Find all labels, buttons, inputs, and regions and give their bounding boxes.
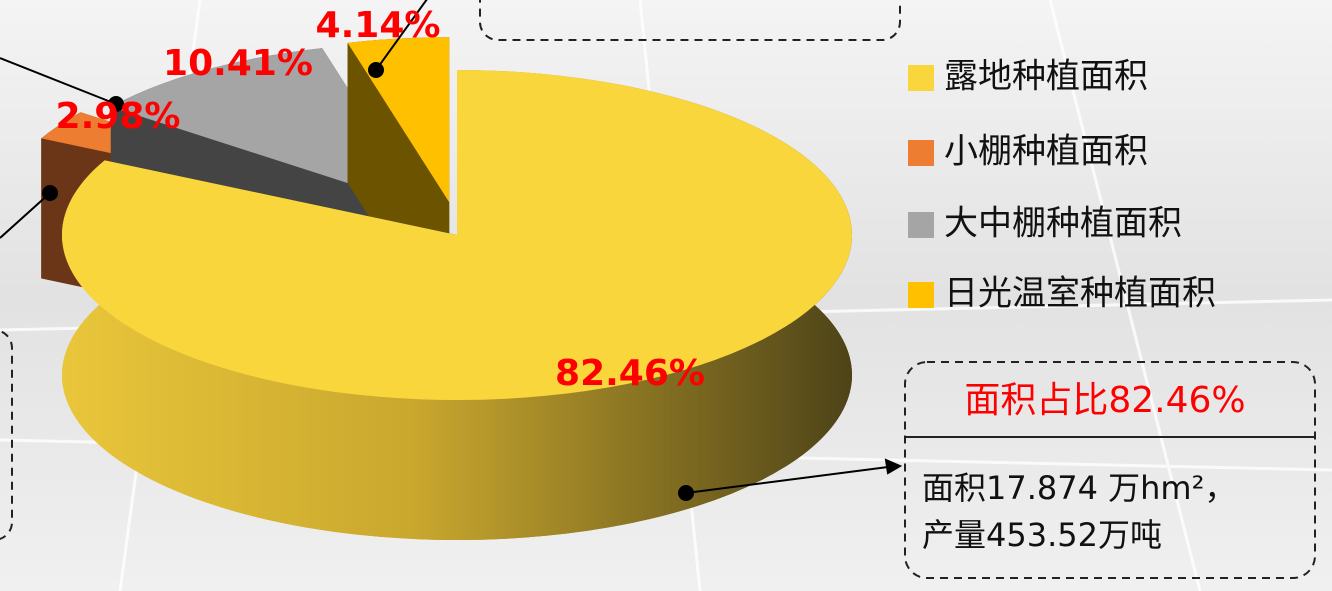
callout-text: 面积17.874 万hm²， bbox=[922, 469, 1236, 507]
slice bbox=[61, 70, 853, 540]
callout-text: 产量453.52万吨 bbox=[922, 516, 1162, 554]
legend-label: 露地种植面积 bbox=[944, 57, 1148, 97]
partial-callout bbox=[479, 0, 901, 41]
value-label: 82.46% bbox=[555, 353, 705, 394]
legend-swatch bbox=[908, 65, 934, 91]
slice-top bbox=[347, 37, 450, 203]
legend-swatch bbox=[908, 212, 934, 238]
legend-swatch bbox=[908, 140, 934, 166]
slice-top bbox=[61, 70, 852, 400]
value-label: 10.41% bbox=[163, 43, 313, 84]
callout-title: 面积占比82.46% bbox=[964, 380, 1245, 421]
legend-label: 大中棚种植面积 bbox=[944, 204, 1182, 244]
pie bbox=[41, 37, 853, 540]
value-label: 4.14% bbox=[316, 5, 441, 46]
callout-box bbox=[904, 361, 1316, 579]
legend-label: 日光温室种植面积 bbox=[944, 274, 1216, 314]
legend-label: 小棚种植面积 bbox=[944, 132, 1148, 172]
value-label: 2.98% bbox=[56, 96, 181, 137]
leader-lines bbox=[0, 0, 903, 501]
slice-top bbox=[110, 48, 424, 208]
legend-swatch bbox=[908, 282, 934, 308]
